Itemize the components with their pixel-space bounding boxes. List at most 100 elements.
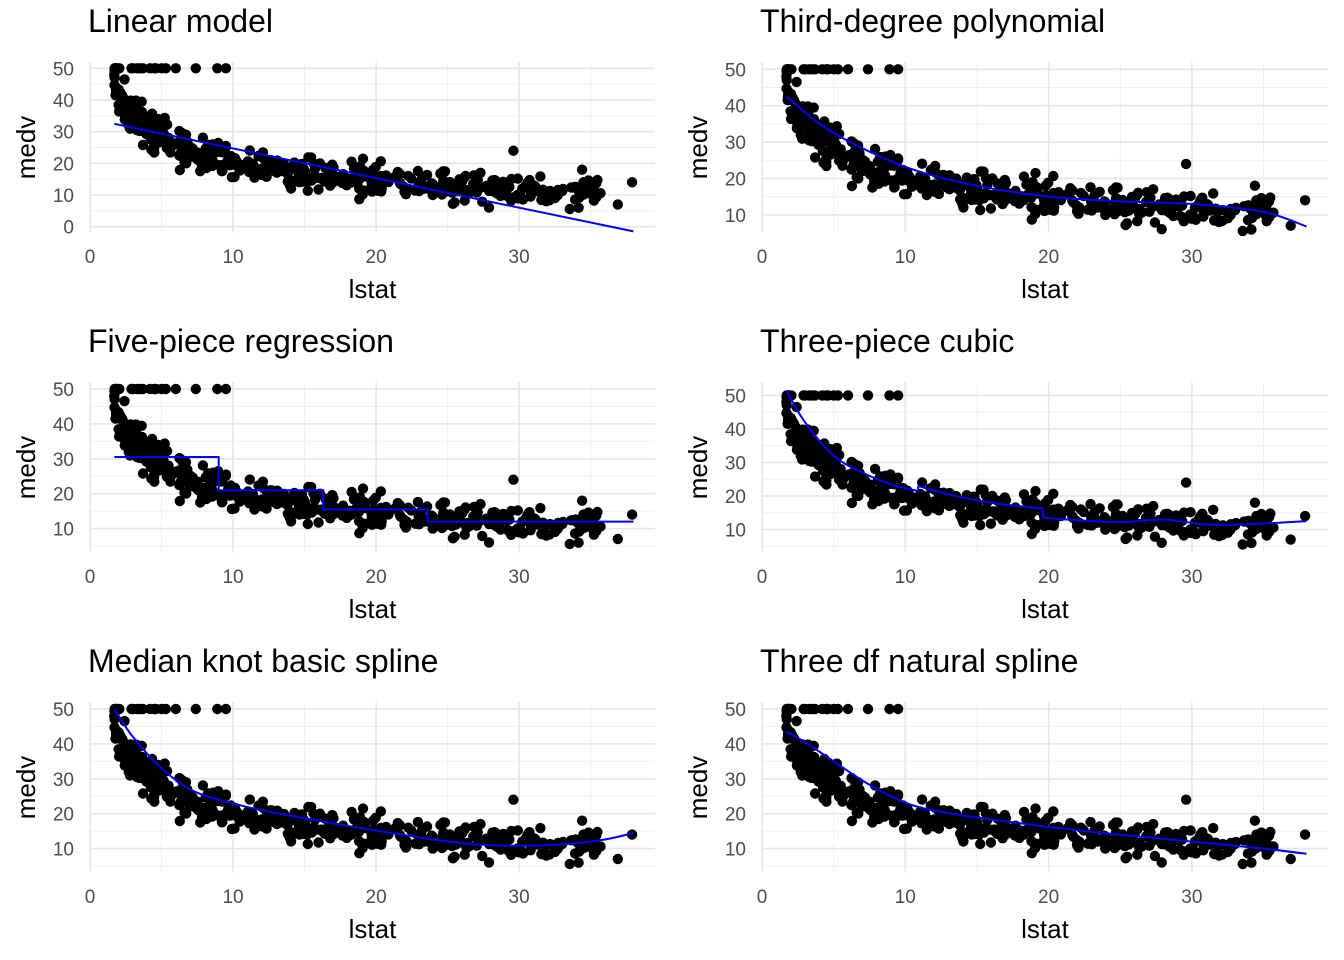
data-point <box>137 63 149 74</box>
data-point <box>820 790 832 801</box>
y-tick-label: 40 <box>53 415 74 436</box>
data-point <box>376 183 387 194</box>
data-point <box>119 74 130 85</box>
data-point <box>208 467 219 478</box>
data-point <box>969 828 981 840</box>
data-point <box>145 462 156 473</box>
fit-line <box>113 708 634 847</box>
data-point <box>592 842 603 853</box>
x-tick-label: 10 <box>222 567 243 588</box>
y-tick-label: 30 <box>725 453 746 474</box>
x-tick-label: 20 <box>366 247 387 268</box>
data-point <box>892 64 904 75</box>
data-point <box>575 522 586 533</box>
data-point <box>461 842 472 854</box>
data-point <box>299 497 310 508</box>
data-point <box>916 158 928 169</box>
data-point <box>832 390 844 401</box>
data-point <box>413 511 424 522</box>
y-axis-title: medv <box>11 116 41 180</box>
y-tick-label: 20 <box>725 487 746 508</box>
tick-labels: 0 10 20 30 10 20 30 40 50 <box>725 386 1203 588</box>
data-point <box>1208 504 1219 515</box>
x-tick-label: 10 <box>895 567 916 588</box>
data-point <box>1085 498 1096 510</box>
data-point <box>376 516 387 527</box>
data-point <box>406 173 417 184</box>
data-point <box>1016 825 1028 836</box>
data-point <box>975 519 986 531</box>
data-point <box>127 106 138 117</box>
data-point <box>366 514 377 525</box>
data-point <box>302 518 313 530</box>
data-point <box>375 156 386 167</box>
data-point <box>863 485 874 496</box>
data-point <box>389 171 401 182</box>
data-point <box>119 440 130 451</box>
data-point <box>112 383 123 395</box>
data-point <box>506 825 517 837</box>
data-point <box>539 520 550 531</box>
data-point <box>125 419 136 430</box>
data-point <box>1119 840 1131 852</box>
data-point <box>1031 498 1042 509</box>
data-point <box>1094 821 1105 832</box>
y-tick-label: 20 <box>53 805 74 826</box>
data-point <box>358 496 369 507</box>
data-point <box>980 808 992 819</box>
data-point <box>626 177 638 188</box>
data-point <box>809 64 821 75</box>
data-point <box>1094 186 1105 197</box>
data-point <box>891 491 902 503</box>
y-tick-label: 20 <box>725 805 746 826</box>
data-point <box>1039 834 1050 845</box>
data-point <box>869 463 881 475</box>
data-point <box>163 780 174 791</box>
data-point <box>807 752 818 763</box>
data-point <box>197 460 209 471</box>
fit-line <box>785 730 1307 855</box>
data-point <box>1030 523 1041 535</box>
data-point <box>525 525 536 536</box>
data-point <box>1062 188 1073 200</box>
data-point <box>975 204 986 216</box>
data-point <box>366 181 377 192</box>
data-point <box>125 739 136 750</box>
x-tick-label: 20 <box>366 887 387 908</box>
data-point <box>980 490 992 501</box>
data-point <box>1119 207 1131 218</box>
tick-labels: 0 10 20 30 10 20 30 40 50 <box>725 60 1203 268</box>
data-point <box>149 768 161 779</box>
x-tick-label: 0 <box>85 887 96 908</box>
data-point <box>1222 527 1234 538</box>
data-point <box>1094 503 1105 514</box>
data-point <box>873 495 884 507</box>
data-point <box>137 139 149 151</box>
data-point <box>438 817 449 828</box>
y-tick-label: 40 <box>725 735 746 756</box>
data-point <box>1071 834 1082 845</box>
data-point <box>907 181 918 192</box>
data-point <box>791 76 802 88</box>
data-point <box>483 202 495 213</box>
data-point <box>313 837 324 848</box>
data-point <box>327 177 339 188</box>
data-point <box>1048 806 1059 817</box>
data-point <box>907 498 918 509</box>
data-point <box>863 167 874 178</box>
data-point <box>1243 200 1254 211</box>
data-point <box>1180 527 1191 538</box>
data-point <box>234 816 246 827</box>
y-tick-label: 30 <box>53 450 74 471</box>
data-point <box>438 497 449 508</box>
data-point <box>535 171 546 182</box>
panel-1: 0 10 20 30 0 10 20 30 40 50 Linear model lstat medv <box>11 3 655 304</box>
data-point <box>821 768 833 779</box>
data-point <box>570 181 581 192</box>
data-point <box>817 465 829 476</box>
data-point <box>220 383 232 395</box>
data-point <box>477 530 488 542</box>
data-point <box>475 498 486 510</box>
scatter-points <box>781 703 1311 870</box>
data-point <box>1049 836 1060 847</box>
